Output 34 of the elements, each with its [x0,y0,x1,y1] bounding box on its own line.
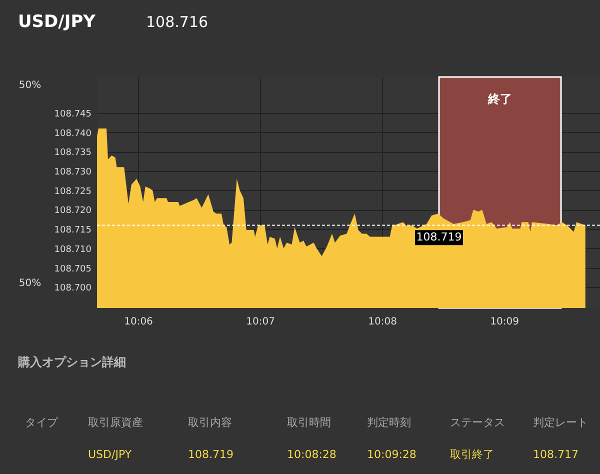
text: 判定時刻 [367,416,411,429]
text: 判定レート [533,416,588,429]
y-tick-label: 108.710 [54,244,92,255]
text: ステータス [450,416,505,429]
x-tick-label: 10:07 [246,316,275,328]
annotation: 108.719 [416,230,462,244]
y-tick-label: 108.745 [54,109,92,120]
text: 取引時間 [287,416,331,429]
y-tick-label: 108.725 [54,186,92,197]
text: 取引終了 [450,448,494,461]
text: 10:09:28 [367,448,416,461]
text: タイプ [25,416,59,429]
y-tick-label: 108.740 [54,128,92,139]
band-label: 終了 [487,92,512,106]
x-tick-label: 10:08 [368,316,397,328]
x-tick-label: 10:09 [490,316,519,328]
text: 108.719 [188,448,234,461]
text: 50% [18,80,42,91]
chart-title: USD/JPY [18,12,96,32]
text: 取引内容 [188,416,232,429]
text: 50% [18,278,42,289]
y-tick-label: 108.730 [54,168,92,178]
y-tick-label: 108.735 [54,148,92,158]
y-tick-label: 108.720 [54,206,92,216]
text: 108.717 [533,448,578,461]
text: 購入オプション詳細 [17,355,126,369]
y-tick-label: 108.700 [54,284,92,294]
text: USD/JPY [88,448,132,461]
text: 10:08:28 [287,448,336,461]
text: 取引原資産 [88,416,143,429]
x-tick-label: 10:06 [124,316,153,328]
y-tick-label: 108.715 [54,226,92,236]
y-tick-label: 108.705 [54,264,92,274]
chart-subtitle: 108.716 [146,13,208,31]
